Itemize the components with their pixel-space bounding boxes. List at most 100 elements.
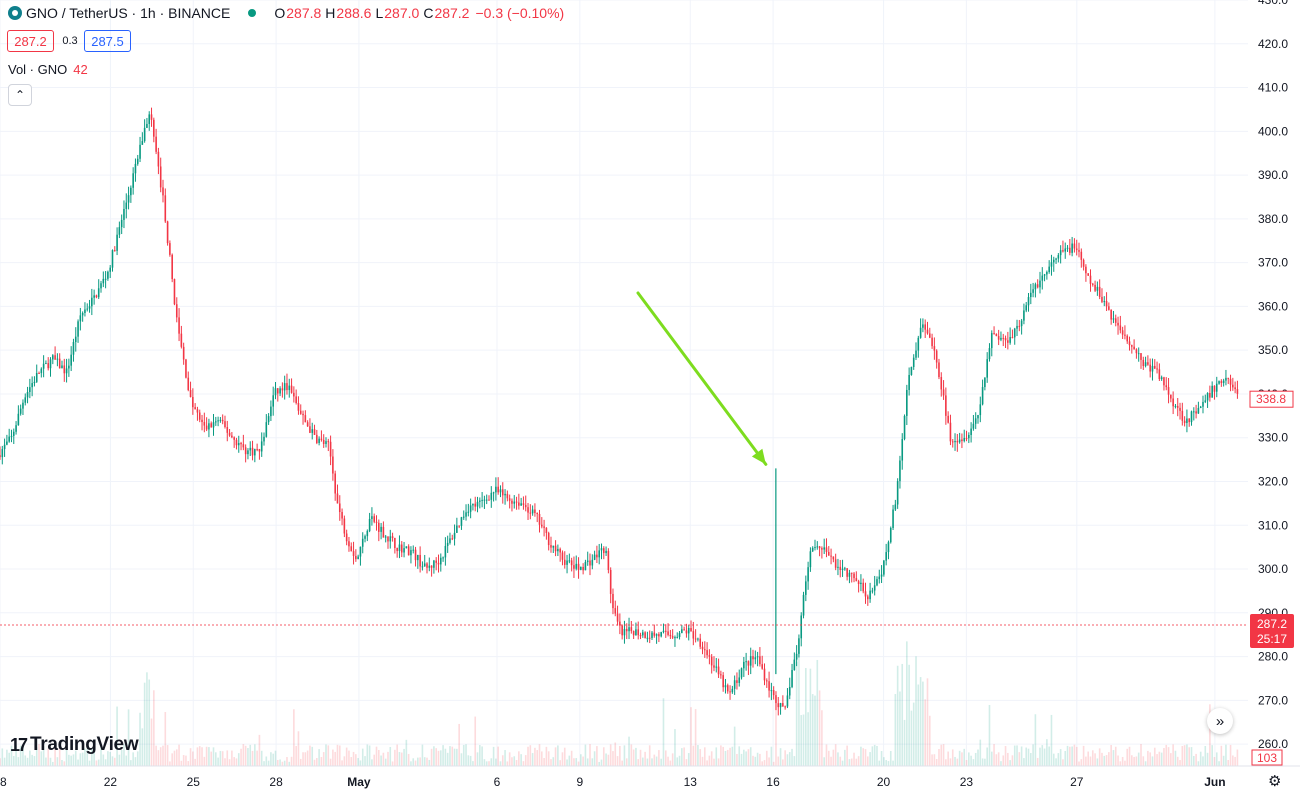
volume-bar bbox=[795, 661, 798, 766]
candle-body bbox=[281, 388, 284, 391]
buy-price-button[interactable]: 287.5 bbox=[84, 30, 131, 52]
volume-bar bbox=[906, 641, 908, 766]
candle-body bbox=[77, 321, 79, 337]
candle-body bbox=[947, 415, 949, 423]
volume-bar bbox=[765, 750, 768, 766]
candle-body bbox=[894, 504, 897, 510]
chart-grid bbox=[0, 0, 1248, 766]
volume-bar bbox=[201, 747, 203, 766]
candle-body bbox=[1, 449, 4, 458]
volume-bar bbox=[313, 759, 316, 766]
volume-bar bbox=[848, 759, 851, 766]
volume-bar bbox=[1013, 745, 1016, 766]
volume-bar bbox=[814, 695, 816, 766]
volume-bar bbox=[458, 723, 460, 766]
volume-bar bbox=[763, 760, 766, 766]
candle-body bbox=[768, 681, 770, 691]
volume-bar bbox=[279, 759, 281, 766]
volume-bar bbox=[1209, 704, 1211, 766]
candle-body bbox=[681, 629, 683, 634]
candle-body bbox=[616, 613, 619, 622]
candle-body bbox=[412, 549, 415, 551]
volume-bar bbox=[1144, 761, 1147, 766]
candle-body bbox=[715, 666, 718, 668]
volume-bar bbox=[1128, 746, 1131, 766]
volume-bar bbox=[462, 744, 465, 766]
collapse-legend-button[interactable]: ⌃ bbox=[8, 84, 32, 106]
candle-body bbox=[593, 554, 596, 560]
candle-body bbox=[1089, 275, 1092, 284]
time-axis[interactable]: 18 22 25 28 May 6 9 13 16 20 23 27 Jun bbox=[0, 765, 1300, 789]
volume-bar bbox=[100, 744, 102, 766]
candle-body bbox=[1018, 325, 1021, 327]
candle-body bbox=[166, 221, 169, 244]
symbol-title[interactable]: GNO / TetherUS · 1h · BINANCE bbox=[26, 5, 231, 21]
volume-bar bbox=[123, 744, 125, 766]
candle-body bbox=[302, 413, 304, 416]
time-tick-label: 16 bbox=[766, 775, 780, 789]
candle-body bbox=[1133, 346, 1135, 350]
candle-body bbox=[380, 526, 382, 532]
volume-bar bbox=[45, 757, 47, 766]
candle-body bbox=[524, 504, 527, 508]
candle-body bbox=[754, 657, 757, 660]
candle-body bbox=[956, 440, 959, 443]
candle-body bbox=[42, 363, 45, 369]
gear-icon[interactable]: ⚙ bbox=[1268, 773, 1282, 790]
volume-bar bbox=[623, 745, 626, 766]
volume-bar bbox=[281, 761, 284, 766]
volume-bar bbox=[954, 756, 956, 766]
volume-bar bbox=[244, 745, 247, 766]
candle-body bbox=[1211, 385, 1213, 398]
candle-body bbox=[1103, 301, 1106, 303]
volume-bar bbox=[169, 761, 171, 766]
candle-body bbox=[143, 127, 146, 142]
volume-bar bbox=[830, 756, 832, 766]
gno-logo-icon bbox=[8, 6, 22, 20]
volume-bar bbox=[506, 761, 509, 766]
volume-bar bbox=[316, 758, 318, 766]
candle-body bbox=[460, 517, 463, 526]
candle-body bbox=[642, 632, 644, 636]
tradingview-logo[interactable]: 17 TradingView bbox=[10, 734, 139, 756]
candle-body bbox=[192, 397, 194, 408]
candle-body bbox=[164, 195, 167, 222]
volume-bar bbox=[805, 668, 807, 766]
sell-price-button[interactable]: 287.2 bbox=[7, 30, 54, 52]
volume-bar bbox=[515, 760, 518, 766]
candle-body bbox=[570, 560, 573, 566]
candle-body bbox=[1101, 296, 1103, 302]
volume-bar bbox=[341, 760, 343, 766]
volume-bar bbox=[327, 745, 330, 766]
candle-body bbox=[256, 449, 258, 451]
volume-bar bbox=[1032, 744, 1034, 766]
candle-body bbox=[669, 634, 672, 637]
volume-bar bbox=[465, 744, 467, 766]
volume-bar bbox=[956, 758, 959, 766]
candle-body bbox=[1165, 385, 1168, 388]
candle-body bbox=[405, 546, 408, 549]
candle-body bbox=[720, 674, 722, 676]
volume-bar bbox=[297, 731, 300, 766]
candle-body bbox=[488, 499, 490, 501]
volume-bar bbox=[1142, 756, 1145, 766]
volume-bar bbox=[903, 719, 906, 766]
candle-body bbox=[1029, 292, 1032, 298]
candle-body bbox=[293, 392, 295, 397]
candle-body bbox=[938, 362, 940, 378]
candle-body bbox=[763, 668, 766, 681]
price-axis[interactable]: 260.0270.0280.0290.0300.0310.0320.0330.0… bbox=[1249, 0, 1294, 766]
volume-bar bbox=[857, 756, 860, 766]
volume-bar bbox=[492, 746, 495, 766]
candle-body bbox=[584, 562, 587, 571]
candle-body bbox=[276, 388, 279, 394]
candle-body bbox=[244, 447, 247, 455]
volume-bar bbox=[720, 745, 722, 766]
candle-body bbox=[132, 173, 134, 188]
candle-body bbox=[602, 548, 605, 554]
scroll-to-realtime-button[interactable]: » bbox=[1207, 708, 1233, 734]
volume-bar bbox=[283, 760, 286, 766]
candle-body bbox=[185, 359, 187, 378]
candle-body bbox=[1034, 284, 1037, 290]
